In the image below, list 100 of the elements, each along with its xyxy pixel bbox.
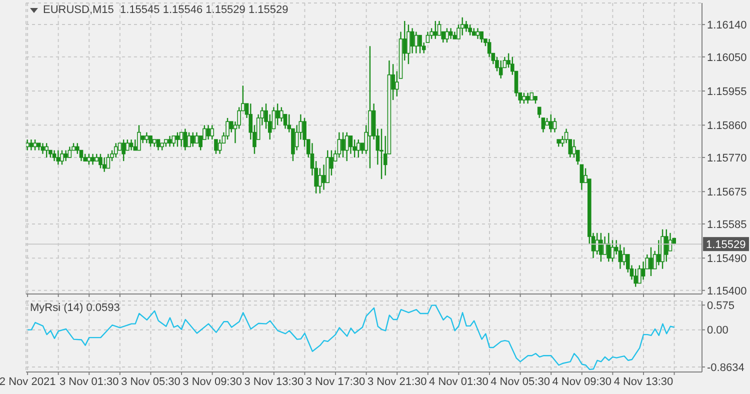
candlestick [156, 138, 160, 151]
candlestick [75, 142, 80, 154]
candlestick [341, 132, 345, 158]
candlestick [638, 264, 642, 284]
line-series [26, 304, 675, 370]
candlestick [226, 117, 230, 140]
x-tick-label: 3 Nov 01:30 [59, 376, 119, 388]
y-tick-label: 1.16140 [707, 19, 747, 32]
y-tick-label: 1.15770 [707, 152, 747, 164]
candlestick [664, 228, 668, 262]
y-tick-label: 1.15860 [707, 120, 747, 132]
candlestick [464, 20, 468, 32]
candlestick [276, 102, 280, 126]
candlestick [33, 138, 37, 151]
candlestick [318, 168, 322, 194]
candlestick [522, 92, 526, 104]
y-tick-label: 0.575 [707, 300, 735, 312]
candlestick [549, 114, 553, 133]
candlestick [445, 28, 449, 44]
candlestick [437, 20, 442, 36]
candlestick [460, 16, 464, 36]
candlestick [610, 240, 614, 262]
candlestick [29, 138, 34, 151]
candlestick [26, 138, 30, 151]
candlestick [87, 153, 91, 166]
candlestick [168, 135, 172, 148]
candlestick [498, 60, 503, 80]
candlestick [172, 135, 176, 148]
candlestick [114, 142, 118, 158]
candlestick [280, 106, 284, 122]
candlestick [68, 146, 72, 158]
chart-title: EURUSD,M15 1.15545 1.15546 1.15529 1.15529 [43, 4, 288, 16]
candlestick [344, 132, 349, 162]
candlestick [64, 150, 68, 162]
candlestick [468, 24, 472, 36]
candlestick [190, 132, 195, 148]
candlestick [406, 24, 410, 65]
candlestick [572, 138, 576, 158]
y-tick-label: 1.15675 [707, 186, 747, 199]
candlestick [595, 232, 599, 256]
candlestick [434, 20, 438, 40]
y-tick-label: 1.15400 [707, 285, 747, 298]
candlestick [649, 246, 653, 277]
candlestick [541, 117, 546, 133]
candlestick [430, 28, 434, 40]
x-tick-label: 3 Nov 13:30 [244, 376, 304, 388]
y-tick-label: 1.16050 [707, 52, 747, 64]
candlestick [622, 246, 626, 266]
x-tick-label: 4 Nov 09:30 [552, 376, 612, 388]
chart-title: MyRsi (14) 0.0593 [30, 302, 120, 314]
candlestick [44, 142, 48, 158]
x-tick-label: 4 Nov 13:30 [614, 376, 674, 388]
candlestick [410, 28, 414, 54]
candlestick [90, 153, 95, 166]
candlestick [122, 138, 126, 162]
x-tick-label: 3 Nov 09:30 [182, 376, 242, 388]
candlestick [144, 132, 149, 144]
x-tick-label: 2 Nov 2021 [0, 376, 56, 388]
candlestick [606, 232, 611, 262]
candlestick [148, 135, 152, 148]
candlestick [187, 132, 191, 148]
candlestick [618, 243, 622, 270]
candlestick [52, 150, 56, 162]
y-tick-label: 1.15585 [707, 218, 747, 231]
candlestick [179, 132, 184, 148]
candlestick [352, 138, 356, 158]
candlestick [176, 132, 180, 148]
candlestick [356, 138, 360, 158]
candlestick [56, 150, 60, 166]
candlestick [414, 31, 418, 54]
candlestick [194, 132, 199, 144]
ref-line-label: 1.15529 [706, 239, 746, 252]
candlestick [526, 92, 530, 104]
candlestick [487, 38, 492, 58]
candlestick [580, 164, 584, 190]
candlestick [599, 232, 603, 262]
candlestick [218, 138, 222, 154]
x-tick-label: 4 Nov 01:30 [429, 376, 488, 388]
candlestick [126, 138, 130, 151]
candlestick [480, 31, 484, 44]
candlestick [98, 153, 102, 169]
candlestick [634, 268, 638, 288]
candlestick [418, 34, 422, 54]
y-tick-label: 1.15490 [707, 252, 747, 265]
x-tick-label: 3 Nov 21:30 [367, 376, 427, 388]
candlestick [183, 128, 188, 151]
x-tick-label: 4 Nov 05:30 [490, 376, 550, 388]
candlestick [206, 124, 210, 140]
y-tick-label: 1.15955 [707, 86, 747, 98]
candlestick [129, 138, 134, 151]
y-tick-label: 0.00 [707, 324, 728, 337]
candlestick [137, 124, 141, 151]
candlestick [552, 117, 557, 133]
candlestick [60, 150, 64, 166]
candlestick [656, 240, 661, 266]
x-tick-label: 3 Nov 17:30 [306, 376, 366, 388]
candlestick [380, 128, 384, 180]
candlestick [348, 135, 353, 154]
y-tick-label: -0.8634 [707, 362, 744, 374]
candlestick [337, 132, 342, 158]
